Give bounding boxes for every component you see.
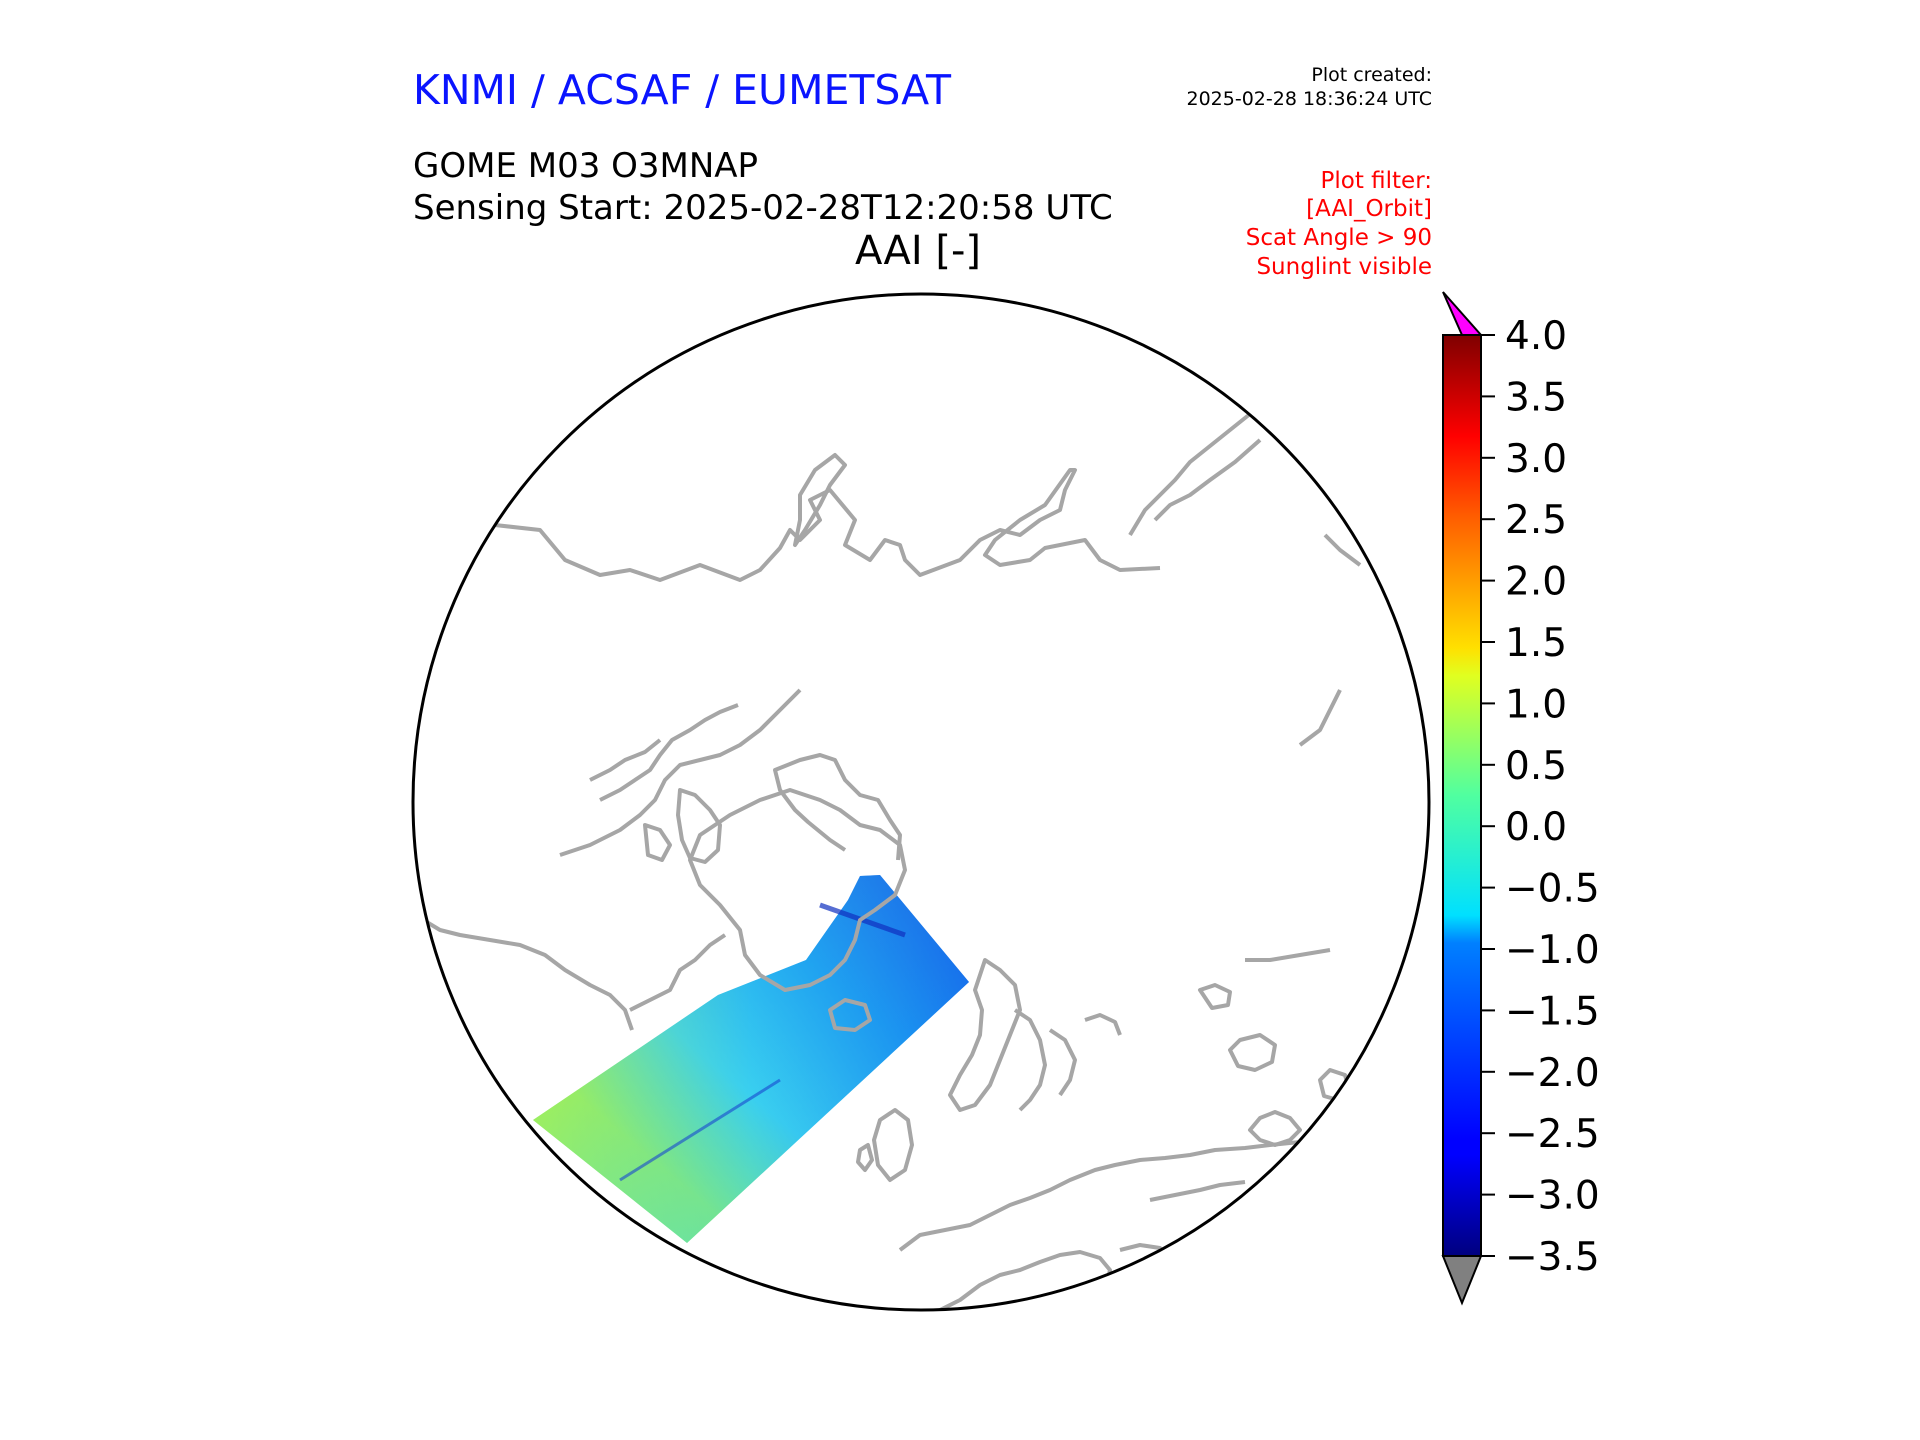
colorbar-over-extend bbox=[1442, 291, 1484, 336]
colorbar-tick-label: −3.5 bbox=[1505, 1235, 1600, 1280]
map-title: AAI [-] bbox=[855, 228, 981, 274]
colorbar-tick-label: −0.5 bbox=[1505, 867, 1600, 912]
coastlines bbox=[418, 408, 1362, 1310]
colorbar-tick-label: −3.0 bbox=[1505, 1174, 1600, 1219]
colorbar-ticks: 4.0 3.5 3.0 2.5 2.0 1.5 1.0 0.5 0.0 −0.5 −1.0 −1.5 −… bbox=[1481, 314, 1600, 1280]
colorbar-tick-label: 3.0 bbox=[1505, 437, 1567, 482]
plot-filter-orbit: [AAI_Orbit] bbox=[1306, 196, 1432, 222]
colorbar-tick-label: 1.0 bbox=[1505, 682, 1567, 727]
colorbar-tick-label: 0.0 bbox=[1505, 805, 1567, 850]
colorbar-tick-label: 3.5 bbox=[1505, 375, 1567, 420]
plot-created-value: 2025-02-28 18:36:24 UTC bbox=[1186, 88, 1433, 110]
colorbar-tick-label: −2.5 bbox=[1505, 1112, 1600, 1157]
map-content bbox=[418, 408, 1362, 1310]
product-name: GOME M03 O3MNAP bbox=[413, 146, 759, 186]
colorbar-gradient bbox=[1442, 334, 1482, 1257]
sensing-start: Sensing Start: 2025-02-28T12:20:58 UTC bbox=[413, 188, 1113, 228]
colorbar-tick-label: −2.0 bbox=[1505, 1051, 1600, 1096]
colorbar-tick-label: 0.5 bbox=[1505, 744, 1567, 789]
colorbar-tick-label: 4.0 bbox=[1505, 314, 1567, 359]
colorbar-under-extend bbox=[1441, 1255, 1483, 1306]
swath-stripe bbox=[619, 1078, 781, 1182]
organization-title: KNMI / ACSAF / EUMETSAT bbox=[413, 66, 952, 114]
colorbar-tick-label: 2.0 bbox=[1505, 560, 1567, 605]
plot-filter-scat-angle: Scat Angle > 90 bbox=[1245, 225, 1432, 251]
colorbar-tick-label: −1.0 bbox=[1505, 928, 1600, 973]
colorbar-tick-label: −1.5 bbox=[1505, 989, 1600, 1034]
colorbar-tick-label: 2.5 bbox=[1505, 498, 1567, 543]
map-boundary bbox=[411, 292, 1431, 1312]
colorbar-tick-label: 1.5 bbox=[1505, 621, 1567, 666]
plot-created-label: Plot created: bbox=[1311, 64, 1432, 86]
plot-filter-label: Plot filter: bbox=[1320, 168, 1432, 194]
aai-swath-overlay bbox=[533, 875, 969, 1243]
plot-filter-sunglint: Sunglint visible bbox=[1256, 254, 1432, 280]
